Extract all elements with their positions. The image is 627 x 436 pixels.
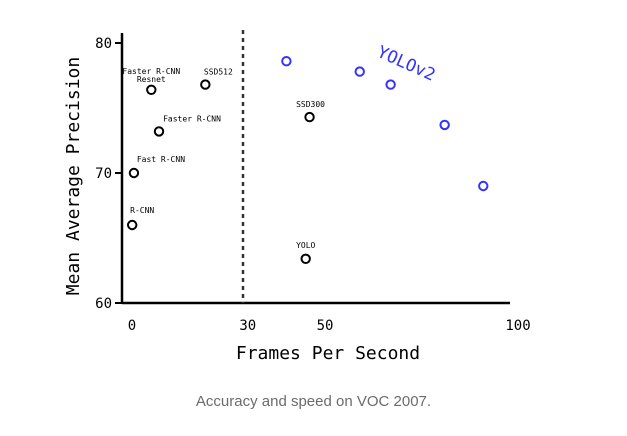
data-point [354,66,365,77]
x-tick-label: 0 [128,318,136,334]
y-tick-label: 60 [95,296,112,312]
data-label-line: Resnet [137,75,166,84]
data-point [304,111,315,123]
axes: 60 70 80 0 30 50 100 Frames Per Second Mean Aver… [63,30,531,364]
x-tick-label: 100 [505,318,530,334]
series-label: YOLOv2 [374,42,438,85]
x-tick-label: 30 [239,318,256,334]
x-axis-label: Frames Per Second [236,343,420,364]
data-point [128,167,140,179]
x-tick-label: 50 [317,318,334,334]
data-label: Fast R-CNN [137,155,185,164]
data-label: R-CNN [130,206,154,215]
data-label: YOLO [296,241,315,250]
data-label: SSD300 [296,100,325,109]
data-point [439,119,450,131]
y-tick-label: 80 [95,36,112,52]
data-label-line: Faster R-CNN [122,67,180,76]
data-label: Faster R-CNN [163,114,221,123]
data-point [300,253,311,264]
data-point [281,56,292,67]
data-point [146,84,157,96]
data-point [478,180,489,192]
y-axis-label: Mean Average Precision [63,57,84,295]
data-point [385,79,396,90]
scatter-chart: 60 70 80 0 30 50 100 Frames Per Second Mean Aver… [63,30,531,364]
data-point [153,126,165,137]
figure-caption: Accuracy and speed on VOC 2007. [195,393,432,410]
data-label: SSD512 [204,68,233,77]
data-point [126,219,138,231]
y-tick-label: 70 [95,166,112,182]
data-point [200,79,211,90]
